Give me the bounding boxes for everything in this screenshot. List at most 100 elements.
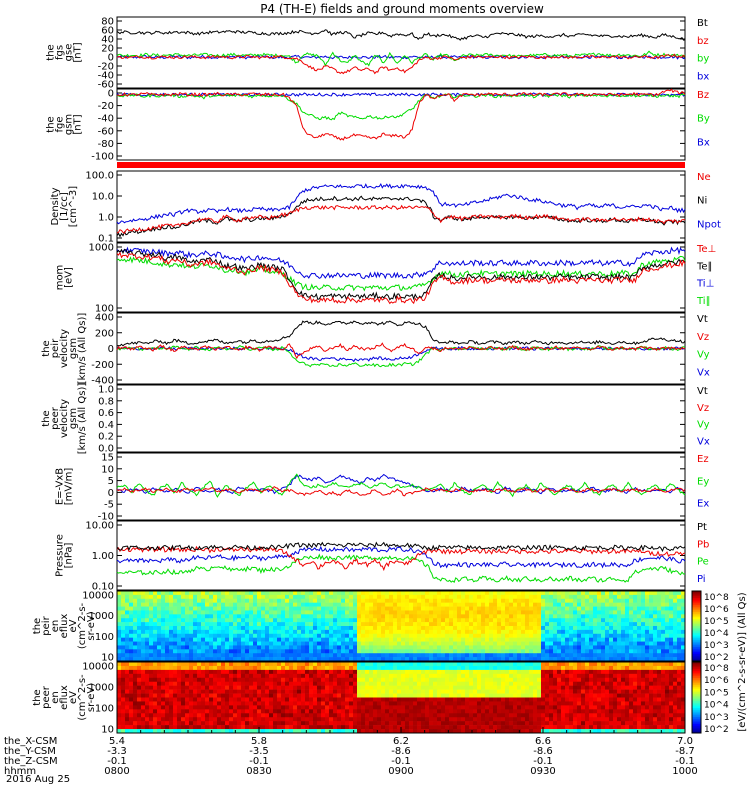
heatmap-cell — [189, 610, 194, 615]
heatmap-cell — [161, 673, 166, 679]
ylabel-line: fgs — [55, 45, 66, 60]
heatmap-cell — [481, 653, 486, 658]
heatmap-cell — [537, 657, 542, 662]
heatmap-cell — [133, 622, 138, 627]
series-line-Vx — [116, 346, 686, 363]
heatmap-cell — [153, 645, 158, 650]
heatmap-cell — [581, 602, 586, 607]
heatmap-cell — [281, 713, 286, 718]
heatmap-cell — [341, 622, 346, 627]
heatmap-cell — [513, 645, 518, 650]
heatmap-cell — [681, 591, 686, 596]
heatmap-cell — [217, 657, 222, 662]
heatmap-cell — [165, 721, 170, 726]
heatmap-cell — [245, 618, 250, 623]
heatmap-cell — [329, 717, 334, 722]
heatmap-cell — [317, 701, 322, 706]
heatmap-cell — [365, 665, 370, 671]
heatmap-cell — [125, 709, 130, 714]
heatmap-cell — [425, 681, 430, 686]
heatmap-cell — [205, 594, 210, 600]
heatmap-cell — [413, 697, 418, 702]
heatmap-cell — [581, 713, 586, 718]
series-line-Vz — [116, 342, 686, 360]
heatmap-cell — [381, 709, 386, 714]
heatmap-cell — [565, 598, 570, 603]
heatmap-cell — [489, 602, 494, 607]
heatmap-cell — [165, 591, 170, 596]
heatmap-cell — [193, 713, 198, 718]
heatmap-cell — [157, 653, 162, 658]
heatmap-cell — [237, 721, 242, 726]
heatmap-cell — [253, 614, 258, 619]
heatmap-cell — [217, 662, 222, 667]
heatmap-cell — [145, 641, 150, 646]
heatmap-cell — [365, 662, 370, 667]
heatmap-cell — [629, 626, 634, 631]
heatmap-cell — [317, 721, 322, 726]
heatmap-cell — [261, 626, 266, 631]
heatmap-cell — [501, 614, 506, 619]
heatmap-cell — [505, 637, 510, 642]
heatmap-cell — [209, 709, 214, 714]
heatmap-cell — [429, 594, 434, 600]
heatmap-cell — [229, 591, 234, 596]
heatmap-cell — [453, 697, 458, 702]
panel-density: Density[1/cc][cm^-3]100.010.01.00.1NeNiN… — [50, 170, 721, 245]
heatmap-cell — [297, 713, 302, 718]
heatmap-cell — [385, 689, 390, 694]
heatmap-cell — [677, 622, 682, 627]
ylabel-line: (cm^2-s- — [77, 602, 88, 649]
heatmap-cell — [581, 689, 586, 694]
heatmap-cell — [361, 681, 366, 686]
heatmap-cell — [429, 637, 434, 642]
heatmap-cell — [145, 622, 150, 627]
heatmap-cell — [169, 681, 174, 686]
heatmap-cell — [133, 721, 138, 726]
series-line-Bz — [117, 88, 686, 141]
heatmap-cell — [537, 641, 542, 646]
heatmap-cell — [469, 717, 474, 722]
heatmap-cell — [137, 606, 142, 611]
heatmap-cell — [397, 697, 402, 702]
heatmap-cell — [213, 693, 218, 698]
heatmap-cell — [149, 641, 154, 646]
heatmap-cell — [369, 705, 374, 710]
heatmap-cell — [313, 614, 318, 619]
heatmap-cell — [469, 626, 474, 631]
heatmap-cell — [385, 697, 390, 702]
heatmap-cell — [305, 693, 310, 698]
heatmap-cell — [621, 614, 626, 619]
heatmap-cell — [145, 685, 150, 690]
heatmap-cell — [581, 701, 586, 706]
heatmap-cell — [229, 689, 234, 694]
heatmap-cell — [397, 594, 402, 600]
heatmap-cell — [549, 673, 554, 679]
heatmap-cell — [477, 618, 482, 623]
heatmap-cell — [433, 629, 438, 635]
heatmap-cell — [457, 713, 462, 718]
heatmap-cell — [169, 725, 174, 730]
heatmap-cell — [529, 697, 534, 702]
heatmap-cell — [585, 622, 590, 627]
heatmap-cell — [297, 645, 302, 650]
heatmap-cell — [345, 717, 350, 722]
heatmap-cell — [489, 705, 494, 710]
heatmap-cell — [185, 697, 190, 702]
heatmap-cell — [521, 669, 526, 675]
heatmap-cell — [569, 685, 574, 690]
heatmap-cell — [669, 602, 674, 607]
heatmap-cell — [469, 629, 474, 635]
heatmap-cell — [549, 705, 554, 710]
heatmap-cell — [217, 665, 222, 671]
heatmap-cell — [213, 622, 218, 627]
heatmap-cell — [285, 626, 290, 631]
heatmap-cell — [653, 618, 658, 623]
heatmap-cell — [537, 614, 542, 619]
heatmap-cell — [357, 606, 362, 611]
heatmap-cell — [145, 602, 150, 607]
heatmap-cell — [597, 637, 602, 642]
heatmap-cell — [509, 606, 514, 611]
heatmap-cell — [229, 705, 234, 710]
legend-entry: Bt — [697, 18, 708, 29]
